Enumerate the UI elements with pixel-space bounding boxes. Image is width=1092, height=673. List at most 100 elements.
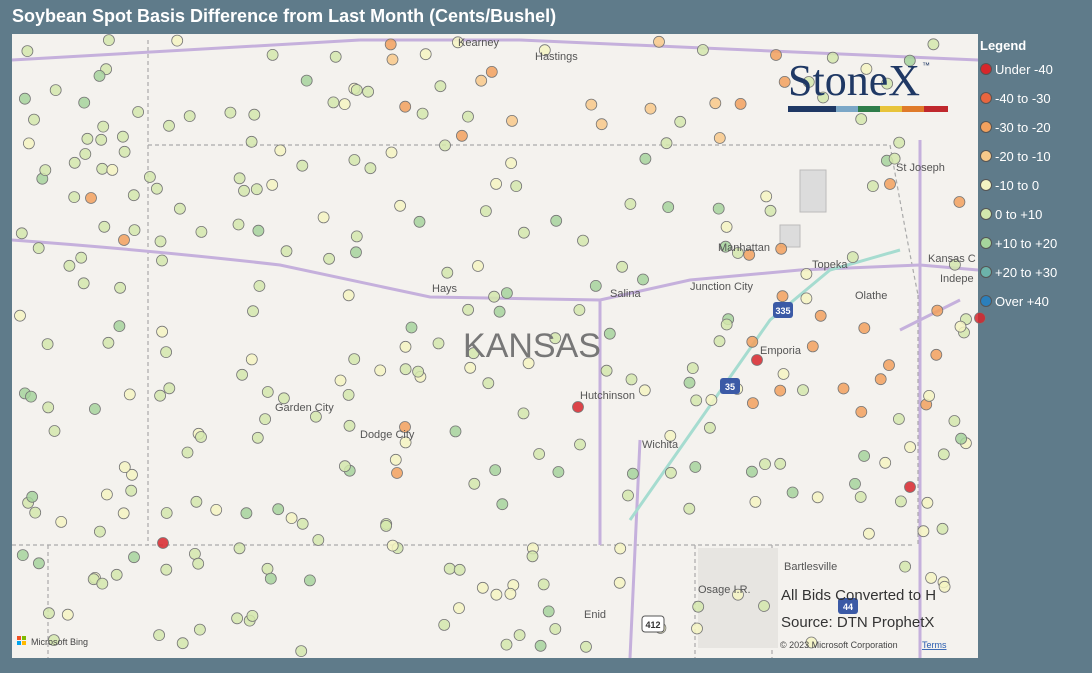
data-point [573, 304, 586, 316]
data-point [854, 491, 867, 503]
map: KANSAS Kearney Hastings St Joseph Manhat… [11, 34, 986, 659]
data-point [143, 171, 156, 183]
data-point [117, 507, 130, 520]
data-point [580, 640, 592, 653]
terms-link[interactable]: Terms [922, 640, 947, 650]
data-point [85, 192, 97, 204]
data-point [747, 397, 759, 410]
data-point [63, 259, 76, 272]
data-point [183, 110, 196, 122]
data-point [863, 527, 875, 540]
data-point [948, 415, 961, 427]
data-point [751, 354, 763, 366]
data-point [285, 512, 298, 524]
city: Emporia [760, 345, 802, 357]
legend-label: +10 to +20 [995, 236, 1057, 251]
data-point [192, 557, 205, 570]
data-point [405, 321, 418, 334]
data-point [386, 53, 399, 66]
data-point [79, 148, 92, 160]
data-point [513, 629, 526, 641]
data-point [917, 525, 930, 538]
data-point [493, 305, 506, 318]
data-point [338, 460, 351, 473]
data-point [517, 407, 530, 420]
data-point [81, 132, 94, 145]
data-point [21, 45, 34, 57]
data-point [895, 495, 907, 508]
data-point [550, 214, 563, 227]
data-point [188, 548, 201, 560]
city: Topeka [812, 259, 848, 271]
data-point [252, 224, 265, 237]
note: Source: DTN ProphetX [781, 614, 934, 631]
data-point [462, 110, 474, 123]
data-point [277, 392, 290, 405]
data-point [496, 498, 509, 511]
data-point [153, 629, 166, 641]
data-point [264, 572, 277, 585]
data-point [77, 277, 90, 290]
copyright: © 2023 Microsoft Corporation [780, 640, 898, 650]
highways [11, 38, 979, 659]
data-point [510, 180, 523, 193]
data-point [232, 218, 245, 231]
legend-swatch [980, 63, 992, 75]
data-point [500, 638, 513, 651]
legend-label: -20 to -10 [995, 149, 1051, 164]
data-point [362, 85, 375, 98]
city: Hastings [535, 51, 578, 63]
data-point [949, 258, 961, 271]
logo-tm: ™ [922, 61, 930, 70]
legend-title: Legend [980, 38, 1026, 53]
data-point [451, 36, 464, 49]
data-point [664, 429, 677, 442]
data-point [595, 118, 608, 131]
data-point [453, 563, 466, 576]
data-point [317, 211, 330, 224]
shield: 44 [843, 602, 853, 612]
data-point [855, 113, 868, 125]
shield: 412 [645, 620, 660, 630]
city: Osage I.R. [698, 584, 751, 596]
data-point [936, 522, 949, 535]
data-point [705, 394, 718, 406]
legend-swatch [980, 266, 992, 278]
data-point [296, 517, 309, 530]
shield: 335 [775, 306, 790, 316]
data-point [858, 450, 870, 462]
data-point [921, 496, 934, 509]
data-point [25, 390, 37, 403]
data-point [295, 645, 308, 657]
data-point [160, 346, 173, 359]
city: Manhattan [718, 242, 770, 254]
data-point [413, 215, 426, 228]
data-point [800, 292, 813, 305]
data-point [538, 44, 551, 57]
data-point [589, 279, 602, 292]
data-point [692, 600, 705, 613]
data-point [974, 312, 986, 324]
data-point [309, 410, 322, 423]
state-label: KANSAS [463, 327, 601, 365]
data-point [760, 190, 773, 203]
data-point [443, 562, 456, 575]
data-point [266, 49, 279, 61]
data-point [348, 353, 361, 366]
data-point [500, 287, 513, 300]
data-point [434, 80, 447, 93]
data-point [412, 365, 425, 378]
data-point [156, 325, 169, 338]
data-point [453, 602, 465, 614]
data-point [746, 335, 759, 348]
logo: StoneX [788, 56, 920, 105]
data-point [48, 425, 61, 437]
data-point [334, 374, 347, 387]
data-point [266, 178, 279, 191]
data-point [350, 246, 362, 259]
data-point [394, 199, 407, 212]
data-point [786, 486, 799, 499]
data-point [29, 506, 42, 519]
data-point [154, 235, 167, 248]
data-point [364, 162, 377, 175]
